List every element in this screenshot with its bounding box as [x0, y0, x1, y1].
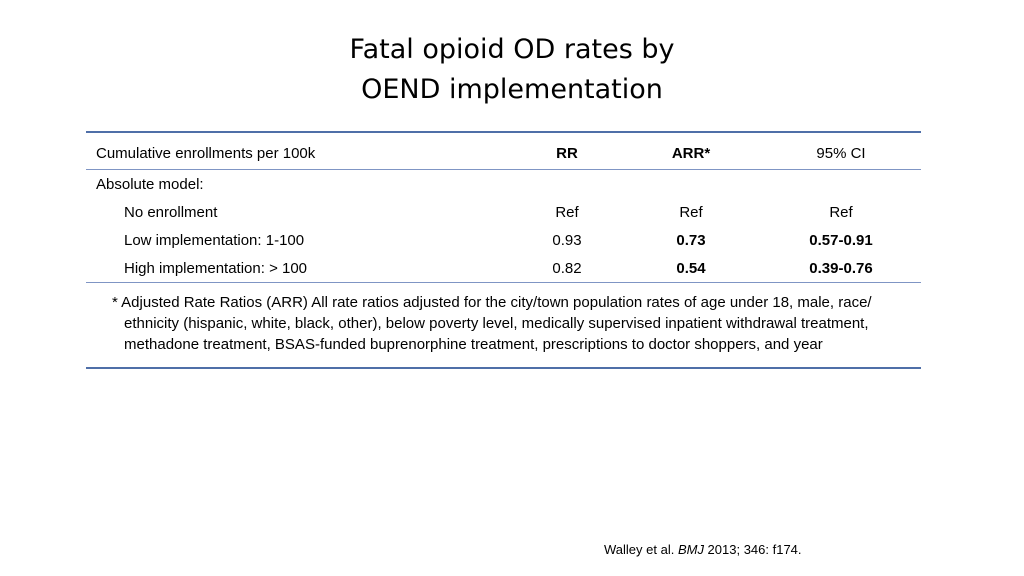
header-rule — [86, 169, 921, 170]
results-table: Cumulative enrollments per 100k RR ARR* … — [86, 131, 921, 369]
row-arr: 0.73 — [676, 232, 706, 249]
row-label: High implementation: > 100 — [124, 260, 308, 277]
table-row: High implementation: > 100 0.82 0.54 0.3… — [86, 254, 921, 282]
table-header-row: Cumulative enrollments per 100k RR ARR* … — [86, 133, 921, 169]
title-line-1: Fatal opioid OD rates by — [349, 34, 675, 65]
row-rr: Ref — [555, 204, 579, 221]
header-arr: ARR* — [671, 145, 711, 162]
body-rule — [86, 282, 921, 283]
citation-details: 2013; 346: f174. — [703, 542, 802, 557]
table-row: Low implementation: 1-100 0.93 0.73 0.57… — [86, 226, 921, 254]
header-enrollments: Cumulative enrollments per 100k — [96, 145, 316, 162]
table-footnote: * Adjusted Rate Ratios (ARR) All rate ra… — [112, 294, 872, 353]
table-row: No enrollment Ref Ref Ref — [86, 198, 921, 226]
table-top-rule — [86, 131, 921, 133]
row-rr: 0.82 — [552, 260, 582, 277]
row-arr: 0.54 — [676, 260, 706, 277]
section-label: Absolute model: — [96, 176, 204, 193]
row-ci: 0.57-0.91 — [809, 232, 873, 249]
row-arr: Ref — [679, 204, 703, 221]
header-ci: 95% CI — [816, 145, 866, 162]
title-line-2: OEND implementation — [361, 74, 663, 105]
row-ci: Ref — [829, 204, 853, 221]
table-bottom-rule — [86, 367, 921, 369]
row-label: Low implementation: 1-100 — [124, 232, 305, 249]
row-label: No enrollment — [124, 204, 218, 221]
citation: Walley et al. BMJ 2013; 346: f174. — [604, 542, 802, 557]
header-rr: RR — [556, 145, 578, 162]
citation-journal: BMJ — [677, 542, 704, 557]
slide-title: Fatal opioid OD rates by OEND implementa… — [0, 30, 1024, 110]
citation-authors: Walley et al. — [604, 542, 678, 557]
row-ci: 0.39-0.76 — [809, 260, 873, 277]
row-rr: 0.93 — [552, 232, 582, 249]
section-row: Absolute model: — [86, 170, 921, 198]
